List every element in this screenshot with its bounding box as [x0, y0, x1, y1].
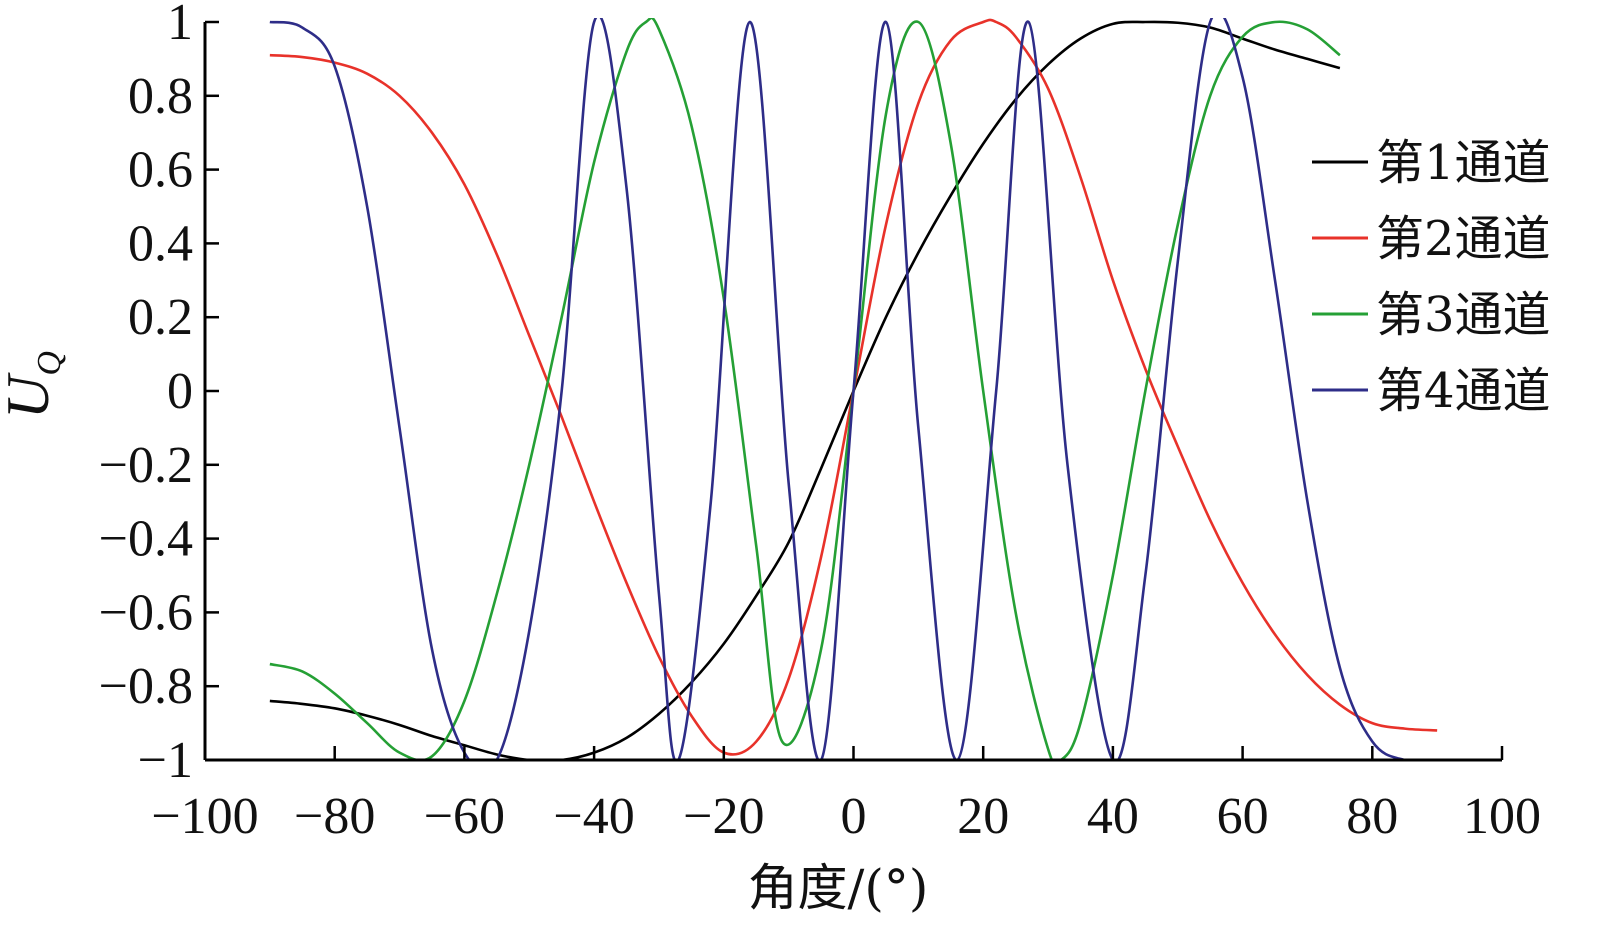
x-tick-label: −40 [553, 788, 634, 845]
legend-label-3: 第3通道 [1376, 287, 1551, 343]
y-tick-label: 0.6 [128, 142, 193, 199]
x-tick-label: 40 [1087, 788, 1139, 845]
x-tick-label: 20 [957, 788, 1009, 845]
legend-label-4: 第4通道 [1376, 363, 1551, 419]
y-tick-label: 0 [167, 363, 193, 420]
x-tick-label: 80 [1346, 788, 1398, 845]
x-tick-label: −60 [424, 788, 505, 845]
y-tick-label: −0.2 [99, 437, 193, 494]
legend-label-1: 第1通道 [1376, 135, 1551, 191]
series-line-1 [269, 20, 1341, 760]
axis-layer: −100 −80 −60 −40 −20 0 20 40 60 80 100 1 0.8 0.6 0.4 0.… [99, 0, 1541, 845]
x-tick-label: 60 [1217, 788, 1269, 845]
y-tick-label: −0.4 [99, 511, 193, 568]
y-tick-label: 0.4 [128, 215, 193, 272]
y-axis-title-subscript: Q [31, 351, 68, 376]
series-line-2 [269, 18, 1438, 756]
y-tick-label: 0.2 [128, 289, 193, 346]
series-line-4 [269, 18, 1438, 760]
y-axis-title-main: U [0, 372, 61, 419]
legend-label-2: 第2通道 [1376, 211, 1551, 267]
y-axis-title: UQ [0, 351, 68, 419]
x-tick-label: −20 [683, 788, 764, 845]
x-tick-label: −80 [294, 788, 375, 845]
x-axis-title: 角度/(°) [748, 859, 929, 917]
y-tick-label: −0.8 [99, 658, 193, 715]
x-tick-label: 100 [1463, 788, 1541, 845]
series-line-3 [269, 18, 1341, 760]
x-tick-label: 0 [841, 788, 867, 845]
y-tick-label: −1 [138, 732, 193, 789]
svg-text:UQ: UQ [0, 351, 68, 419]
y-tick-label: 0.8 [128, 68, 193, 125]
x-tick-label: −100 [151, 788, 258, 845]
series-layer [269, 18, 1438, 760]
y-tick-label: 1 [167, 0, 193, 51]
y-tick-label: −0.6 [99, 584, 193, 641]
